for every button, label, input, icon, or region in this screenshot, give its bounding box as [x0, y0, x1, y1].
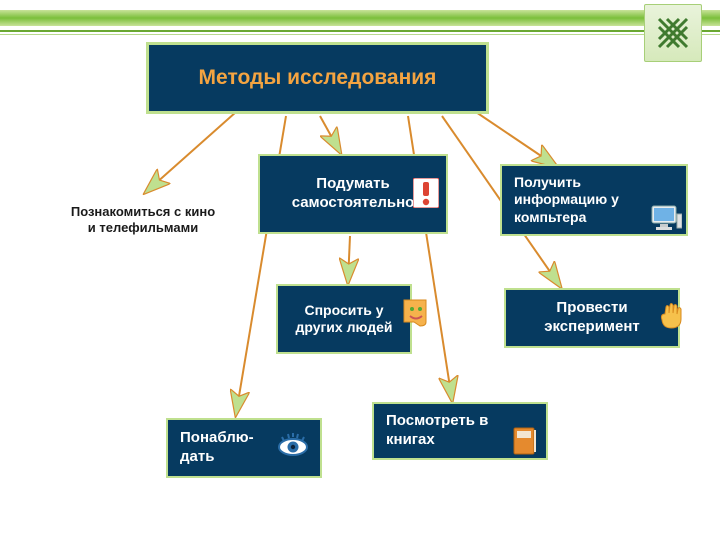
node-experiment: Провести эксперимент [504, 288, 680, 348]
node-observe-label: Понаблю-дать [180, 429, 254, 467]
node-ask: Спросить у других людей [276, 284, 412, 354]
node-experiment-label: Провести эксперимент [516, 299, 668, 337]
weave-icon [653, 13, 693, 53]
node-computer-label: Получить информацию у компьтера [514, 174, 646, 227]
node-books-book-icon [512, 426, 538, 461]
title-label: Методы исследования [199, 66, 437, 90]
node-computer-monitor-icon [650, 204, 682, 237]
corner-logo [644, 4, 702, 62]
node-films-label: Познакомиться с кино и телефильмами [69, 204, 217, 237]
node-think-exclaim-icon [413, 178, 439, 213]
node-experiment-hand-icon [656, 302, 686, 337]
node-books-label: Посмотреть в книгах [386, 412, 506, 450]
node-ask-face-icon [400, 298, 430, 333]
node-ask-label: Спросить у других людей [288, 302, 400, 337]
title-box: Методы исследования [146, 42, 489, 114]
top-decorative-bar [0, 0, 720, 42]
diagram-stage: Методы исследования Познакомиться с кино… [0, 0, 720, 540]
node-films: Познакомиться с кино и телефильмами [58, 194, 228, 246]
node-think-label: Подумать самостоятельно [270, 175, 436, 213]
node-observe-eye-icon [276, 432, 310, 465]
